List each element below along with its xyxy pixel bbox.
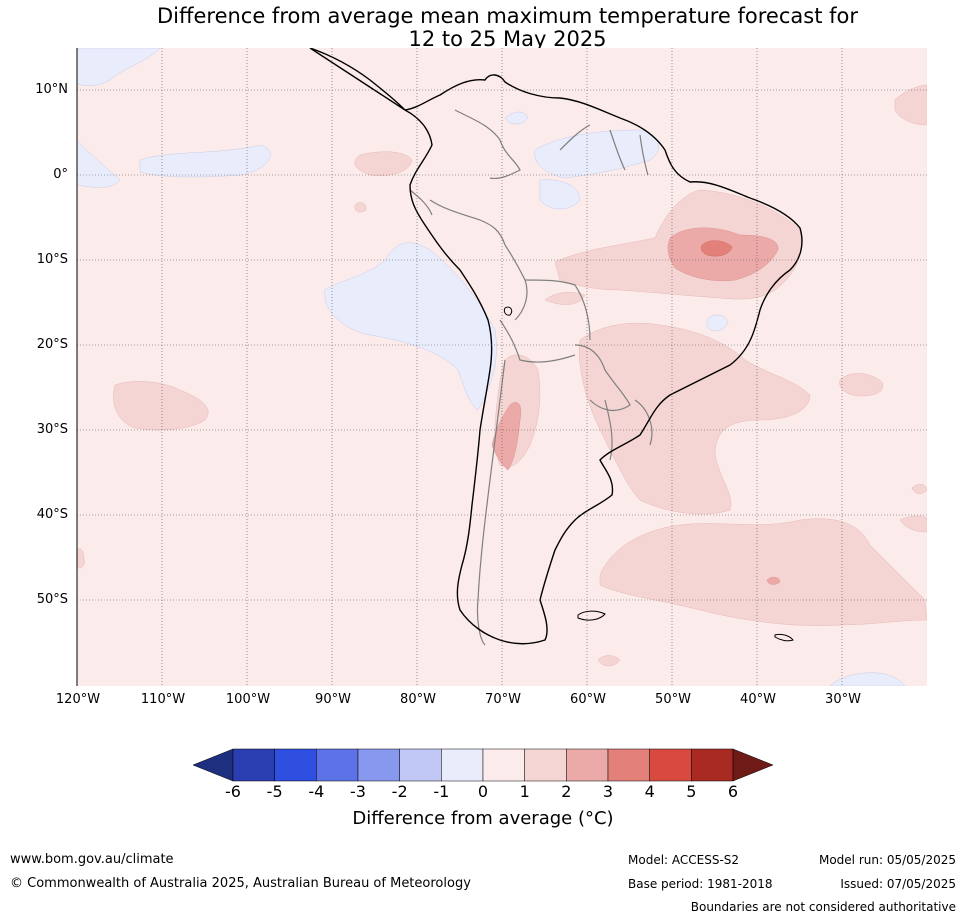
warm-region-atlantic-island (839, 373, 884, 397)
footer-disclaimer: Boundaries are not considered authoritat… (690, 900, 956, 914)
border-colombia-peru (429, 199, 506, 246)
lat-label-50s: 50°S (36, 592, 68, 607)
lon-label-120w: 120°W (55, 692, 101, 707)
falkland-islands (577, 610, 606, 621)
colorbar-tick-label: -5 (266, 782, 283, 801)
cool-region-equator-west (77, 139, 121, 188)
lon-label-110w: 110°W (140, 692, 186, 707)
chart-title-line2: 12 to 25 May 2025 (408, 27, 607, 51)
lon-label-80w: 80°W (400, 692, 436, 707)
lon-label-90w: 90°W (315, 692, 351, 707)
south-america-coastline (309, 48, 803, 645)
colorbar-cells (192, 748, 774, 782)
colorbar-cell (274, 748, 317, 782)
footer-base-period: Base period: 1981-2018 (628, 877, 773, 891)
border-venezuela-guyana (559, 124, 591, 151)
map-gridlines (77, 48, 927, 686)
colorbar-tick-label: 1 (519, 782, 530, 801)
cool-region-southeast (829, 672, 906, 686)
cool-region-equator-central (139, 144, 271, 178)
lon-label-50w: 50°W (655, 692, 691, 707)
lat-label-40s: 40°S (36, 507, 68, 522)
colorbar-tick-label: 6 (727, 782, 739, 801)
lat-label-20s: 20°S (36, 337, 68, 352)
colorbar-cell (607, 748, 650, 782)
border-guianas (609, 129, 649, 176)
lon-label-30w: 30°W (825, 692, 861, 707)
cool-anomaly-regions (77, 48, 906, 686)
colorbar-tick-label: -4 (308, 782, 325, 801)
chart-title-line1: Difference from average mean maximum tem… (157, 4, 858, 28)
warm-region-small-4 (911, 484, 927, 494)
colorbar-tick-label: 0 (477, 782, 489, 801)
national-borders (409, 109, 653, 646)
border-paraguay (574, 344, 631, 412)
warm-3-regions (700, 240, 733, 257)
warm-region-atlantic-south-east (899, 515, 927, 533)
footer-model: Model: ACCESS-S2 (628, 853, 740, 867)
border-ecuador-peru (409, 189, 433, 216)
warm2-region-atlantic (766, 576, 781, 585)
border-brazil-bolivia (524, 279, 591, 341)
warm-region-colombia (354, 151, 413, 176)
lon-label-70w: 70°W (485, 692, 521, 707)
footer-model-run: Model run: 05/05/2025 (818, 853, 956, 867)
lat-label-0: 0° (53, 167, 68, 182)
lat-label-30s: 30°S (36, 422, 68, 437)
colorbar-tick-label: -6 (225, 782, 241, 801)
lake-titicaca (503, 306, 513, 316)
colorbar-tick-label: -2 (391, 782, 408, 801)
warm-region-bolivia (544, 292, 586, 305)
colorbar-cell (691, 748, 734, 782)
colorbar-tick-label: 5 (686, 782, 697, 801)
colorbar-cell (316, 748, 359, 782)
lon-label-60w: 60°W (570, 692, 606, 707)
cool-region-brazil-small (706, 314, 729, 332)
colorbar-cell (566, 748, 609, 782)
footer-copyright: © Commonwealth of Australia 2025, Austra… (10, 876, 471, 891)
cool-region-pacific-peru (324, 242, 497, 411)
cool-region-amazon-west (539, 179, 581, 210)
border-bolivia-chile-peru (499, 319, 576, 363)
colorbar-tick-label: -3 (350, 782, 366, 801)
warm-region-small-2 (597, 655, 621, 667)
warm-region-small-1 (354, 202, 367, 213)
islands-and-lakes (503, 306, 794, 642)
cool-region-northwest (77, 48, 161, 86)
warm-region-deep-south-atlantic (599, 518, 927, 626)
footer-website: www.bom.gov.au/climate (10, 852, 174, 867)
colorbar-tick-label: 2 (561, 782, 572, 801)
lon-label-100w: 100°W (225, 692, 271, 707)
cool-region-caribbean (504, 111, 529, 125)
colorbar-tick-label: 3 (602, 782, 614, 801)
colorbar-tick-label: 4 (644, 782, 655, 801)
warm-region-east-atlantic (894, 84, 927, 126)
colorbar-arrow-low (192, 748, 234, 782)
colorbar-arrow-high (732, 748, 774, 782)
warm-region-south-atlantic (578, 322, 811, 515)
colorbar-cell (482, 748, 525, 782)
lat-label-10n: 10°N (35, 82, 68, 97)
colorbar-cell (649, 748, 692, 782)
warm-region-pacific-south (113, 381, 209, 431)
cool-region-venezuela (534, 129, 659, 179)
border-chile-argentina (476, 359, 506, 646)
footer-issued: Issued: 07/05/2025 (840, 877, 956, 891)
colorbar-cell (441, 748, 484, 782)
warm3-region-brazil (700, 240, 733, 257)
colorbar-cell (232, 748, 275, 782)
colorbar-cell (399, 748, 442, 782)
lat-label-10s: 10°S (36, 252, 68, 267)
colorbar-tick-label: -1 (433, 782, 450, 801)
colorbar-cell (524, 748, 567, 782)
colorbar-cell (357, 748, 400, 782)
lon-label-40w: 40°W (740, 692, 776, 707)
south-georgia (774, 633, 794, 642)
border-colombia-venezuela (454, 109, 521, 180)
colorbar-label: Difference from average (°C) (352, 808, 614, 829)
